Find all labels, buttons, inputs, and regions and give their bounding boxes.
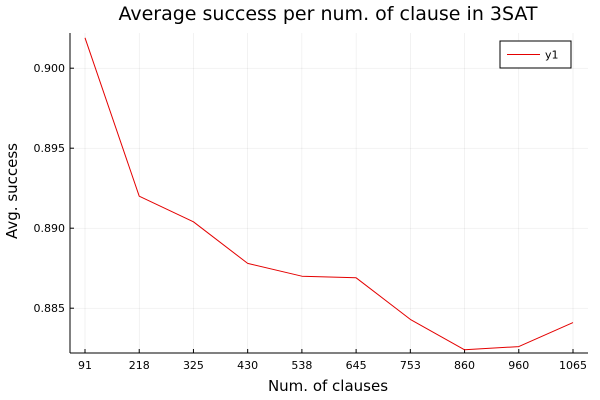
x-tick-label-860: 860: [454, 359, 475, 372]
x-tick-label-430: 430: [237, 359, 258, 372]
y-tick-label-0.885: 0.885: [34, 302, 66, 315]
axes: [69, 33, 588, 354]
y-tick-label-0.895: 0.895: [34, 142, 66, 155]
chart-title: Average success per num. of clause in 3S…: [118, 3, 537, 25]
legend-label-y1: y1: [545, 49, 559, 62]
legend: y1: [499, 40, 572, 69]
series-line-y1: [84, 37, 574, 351]
x-tick-label-753: 753: [400, 359, 421, 372]
x-tick-label-538: 538: [291, 359, 312, 372]
x-tick-label-960: 960: [508, 359, 529, 372]
x-axis-label: Num. of clauses: [268, 377, 388, 395]
x-tick-label-325: 325: [183, 359, 204, 372]
x-tick-label-1065: 1065: [559, 359, 587, 372]
y-tick-label-0.900: 0.900: [34, 62, 66, 75]
grid-lines: [70, 33, 588, 353]
x-tick-label-91: 91: [78, 359, 92, 372]
x-tick-label-645: 645: [346, 359, 367, 372]
y-axis-ticks: 0.885 0.890 0.895 0.900: [34, 62, 74, 315]
x-axis-ticks: 91 218 325 430 538 645 753 860 960 1065: [78, 349, 587, 372]
y-tick-label-0.890: 0.890: [34, 222, 66, 235]
x-tick-label-218: 218: [129, 359, 150, 372]
series-layer: [84, 37, 574, 351]
y-axis-label: Avg. success: [3, 143, 21, 239]
